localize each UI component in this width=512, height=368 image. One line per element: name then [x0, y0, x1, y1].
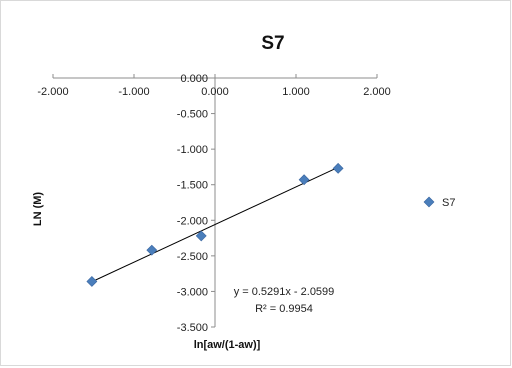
- y-tick-label: 0.000: [180, 73, 208, 85]
- y-tick-label: -3.500: [177, 322, 208, 334]
- chart-title: S7: [261, 33, 284, 54]
- y-tick-label: -0.500: [177, 109, 208, 121]
- legend: S7: [423, 196, 455, 209]
- y-tick-label: -2.000: [177, 215, 208, 227]
- y-tick-label: -1.000: [177, 144, 208, 156]
- x-tick-label: 0.000: [201, 86, 229, 98]
- data-points: [86, 162, 344, 287]
- axes: [52, 74, 378, 328]
- y-tick-labels: 0.000 -0.500 -1.000 -1.500 -2.000 -2.500 -3.00…: [177, 73, 208, 334]
- data-point: [146, 244, 158, 256]
- legend-label: S7: [442, 197, 455, 209]
- y-tick-label: -3.000: [177, 286, 208, 298]
- x-tick-label: 2.000: [363, 86, 391, 98]
- data-point: [298, 174, 310, 186]
- r-squared-label: R² = 0.9954: [255, 303, 313, 315]
- x-tick-label: 1.000: [282, 86, 310, 98]
- x-tick-label: -1.000: [118, 86, 149, 98]
- legend-marker-icon: [423, 196, 435, 208]
- trendline: [91, 166, 339, 283]
- x-axis-label: ln[aw/(1-aw)]: [194, 339, 261, 351]
- data-point: [86, 276, 98, 287]
- x-tick-label: -2.000: [37, 86, 68, 98]
- y-tick-label: -1.500: [177, 180, 208, 192]
- trendline-group: [91, 166, 339, 283]
- x-tick-labels: -2.000 -1.000 0.000 1.000 2.000: [37, 86, 390, 98]
- trendline-equation: y = 0.5291x - 2.0599: [234, 286, 335, 298]
- data-point: [332, 162, 344, 174]
- y-tick-label: -2.500: [177, 251, 208, 263]
- data-point: [195, 230, 207, 242]
- y-axis-label: LN (M): [32, 192, 44, 227]
